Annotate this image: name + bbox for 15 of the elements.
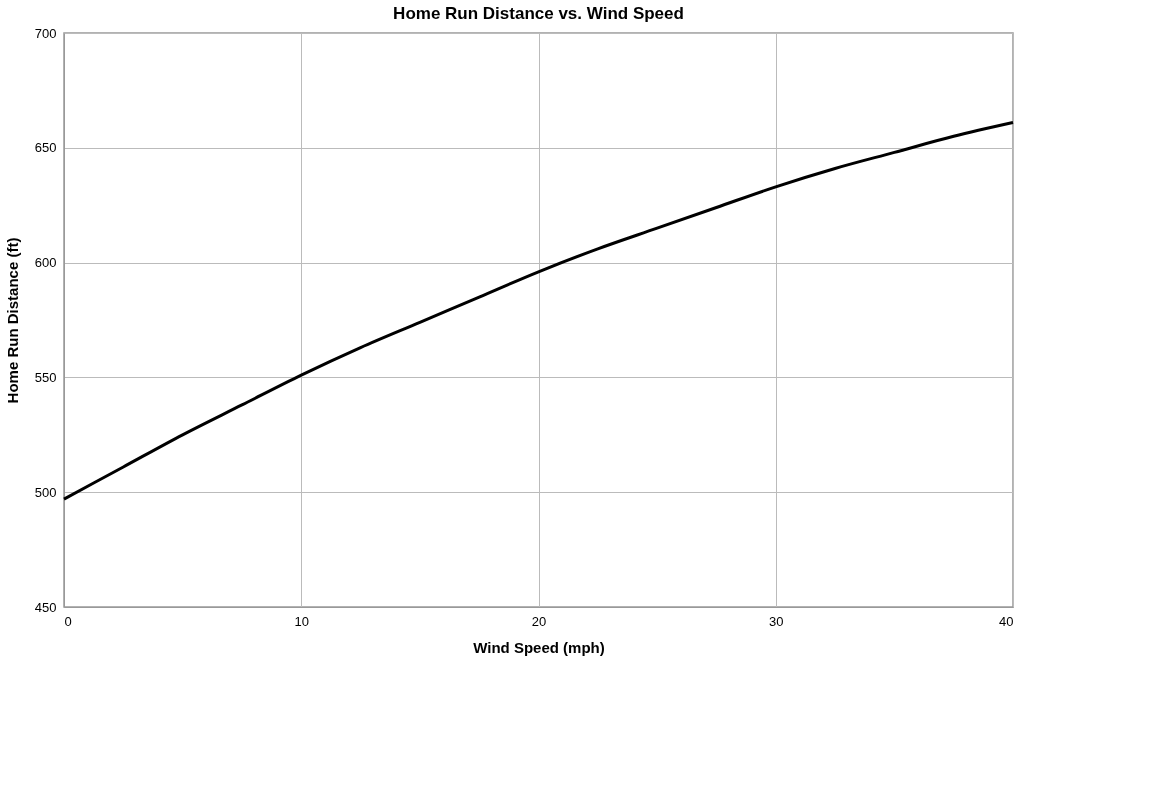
y-tick-label: 500 [34,484,57,500]
y-tick-label: 600 [34,255,57,271]
y-tick-label: 650 [34,140,57,156]
x-tick-label: 30 [769,613,784,629]
x-axis-title: Wind Speed (mph) [473,638,605,656]
y-tick-label: 550 [34,369,57,385]
x-tick-label: 40 [999,613,1014,629]
y-tick-label: 700 [34,25,57,41]
line-series [62,121,1015,501]
x-tick-label: 0 [64,613,72,629]
x-tick-label: 10 [294,613,309,629]
y-axis-title: Home Run Distance (ft) [3,237,21,404]
y-tick-label: 450 [34,599,57,615]
x-tick-label: 20 [531,613,547,629]
chart-title: Home Run Distance vs. Wind Speed [393,4,684,23]
